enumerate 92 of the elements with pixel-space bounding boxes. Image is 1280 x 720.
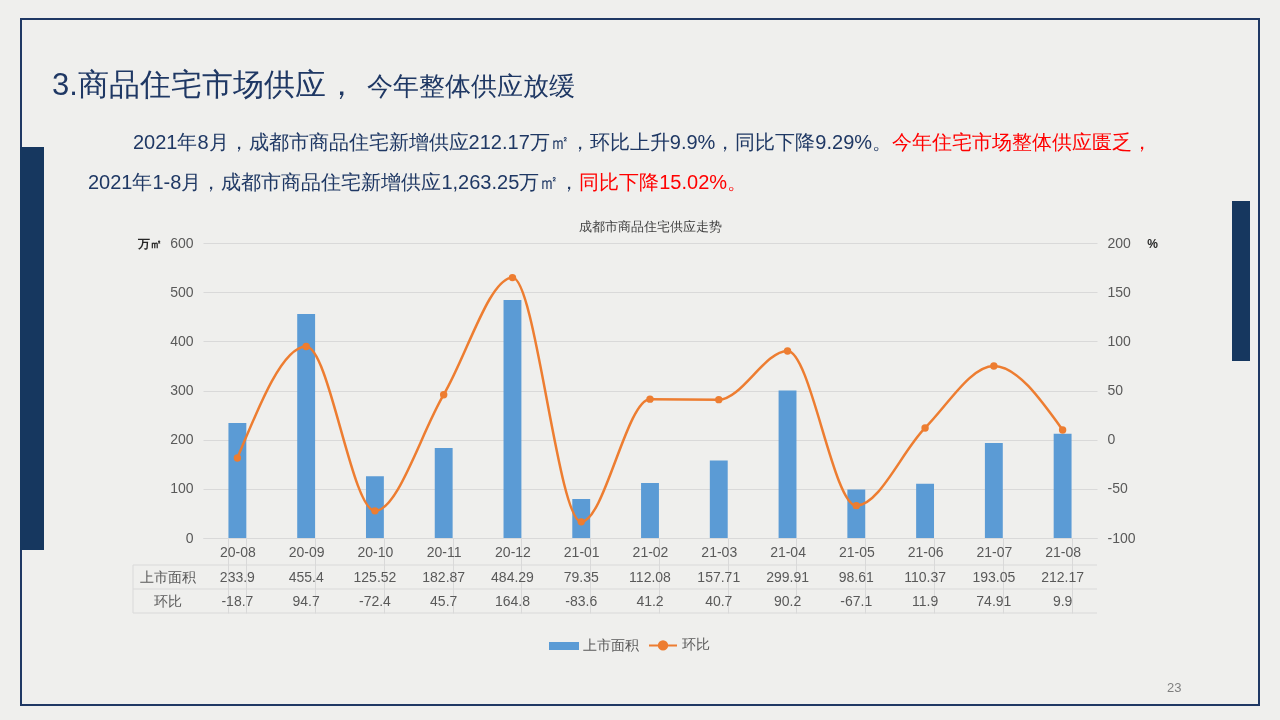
data-label: 233.9	[219, 569, 256, 585]
data-label: 157.71	[697, 569, 741, 585]
data-label: -67.1	[840, 592, 873, 609]
bar	[641, 482, 659, 538]
text: 上市面积	[140, 569, 196, 585]
y2-axis-title: %	[1147, 236, 1159, 251]
bar	[1053, 433, 1072, 538]
data-label: 110.37	[904, 569, 947, 585]
data-label: -83.6	[565, 592, 598, 609]
data-label: 455.4	[288, 569, 324, 585]
y2-tick-label: -50	[1107, 480, 1128, 497]
y-tick-label: 200	[170, 431, 194, 448]
data-label: 112.08	[629, 569, 672, 585]
bar	[434, 448, 453, 538]
x-tick-label: 21-01	[563, 543, 600, 560]
y2-tick-label: 0	[1107, 431, 1116, 448]
x-tick-label: 21-05	[838, 543, 875, 560]
x-tick-label: 21-06	[907, 543, 944, 560]
bar	[847, 489, 866, 538]
data-label: 9.9	[1052, 592, 1073, 609]
y-tick-label: 600	[170, 234, 194, 251]
point	[852, 501, 861, 510]
data-label: 299.91	[766, 569, 810, 585]
data-label: -72.4	[358, 592, 392, 609]
data-label: 94.7	[292, 592, 320, 609]
data-label: 212.17	[1041, 569, 1085, 585]
y-tick-label: 0	[185, 529, 194, 546]
data-label: 98.61	[838, 569, 875, 585]
y2-tick-label: 150	[1107, 283, 1132, 300]
bar	[503, 299, 522, 538]
legend-label: 环比	[682, 636, 710, 653]
data-label: 125.52	[353, 569, 397, 585]
point	[783, 347, 792, 355]
y-tick-label: 400	[170, 332, 194, 349]
data-label: 41.2	[636, 592, 664, 609]
y-axis-title: 万㎡	[136, 236, 162, 251]
y-tick-label: 100	[170, 480, 194, 497]
x-tick-label: 21-04	[770, 543, 807, 560]
point	[921, 424, 929, 432]
y2-tick-label: 200	[1107, 234, 1132, 251]
data-label: 193.05	[972, 569, 1016, 585]
point	[439, 391, 448, 399]
x-tick-label: 21-07	[976, 543, 1013, 560]
text: 今年整体供应放缓	[366, 71, 575, 101]
data-label: 484.29	[491, 569, 535, 585]
data-label: 11.9	[911, 592, 939, 609]
text: 23	[1167, 680, 1182, 695]
point	[577, 518, 585, 526]
point	[990, 362, 998, 370]
y-tick-label: 300	[170, 382, 194, 398]
chart-title: 成都市商品住宅供应走势	[578, 219, 722, 234]
point	[233, 454, 242, 462]
text: 同比下降15.02%。	[579, 171, 748, 193]
bar	[709, 460, 728, 538]
data-label: 79.35	[563, 569, 599, 585]
point	[508, 273, 517, 282]
data-label: 182.87	[422, 569, 466, 585]
point	[371, 507, 379, 515]
y2-tick-label: 100	[1107, 332, 1132, 349]
x-tick-label: 21-03	[701, 543, 738, 560]
point	[715, 395, 723, 404]
point	[302, 342, 310, 351]
data-label: 164.8	[494, 592, 531, 609]
bar	[984, 443, 1003, 538]
bar	[916, 483, 935, 538]
bar	[228, 423, 247, 538]
x-tick-label: 20-09	[288, 543, 325, 560]
x-tick-label: 20-12	[495, 543, 532, 560]
y2-tick-label: -100	[1107, 529, 1136, 546]
bar	[778, 390, 797, 538]
data-label: 74.91	[976, 592, 1012, 609]
x-tick-label: 21-02	[632, 543, 669, 560]
legend-label: 上市面积	[583, 637, 639, 653]
point	[1058, 426, 1067, 434]
point	[646, 395, 654, 403]
text: 今年住宅市场整体供应匮乏，	[892, 131, 1153, 153]
bar	[297, 314, 316, 538]
data-label: -18.7	[221, 592, 254, 609]
data-label: 90.2	[773, 592, 802, 609]
data-label: 40.7	[705, 592, 733, 609]
text: 环比	[154, 592, 182, 609]
x-tick-label: 20-08	[219, 543, 256, 560]
data-label: 45.7	[430, 592, 458, 609]
x-tick-label: 21-08	[1045, 543, 1082, 560]
x-tick-label: 20-11	[426, 543, 462, 560]
x-tick-label: 20-10	[357, 543, 394, 560]
text: 2021年8月，成都市商品住宅新增供应212.17万㎡，环比上升9.9%，同比下降9.29%。	[133, 131, 893, 153]
text: 2021年1-8月，成都市商品住宅新增供应1,263.25万㎡，	[88, 171, 580, 193]
y-tick-label: 500	[170, 283, 194, 300]
text: 3.商品住宅市场供应，	[52, 67, 357, 102]
bar	[365, 476, 384, 538]
y2-tick-label: 50	[1107, 382, 1124, 398]
